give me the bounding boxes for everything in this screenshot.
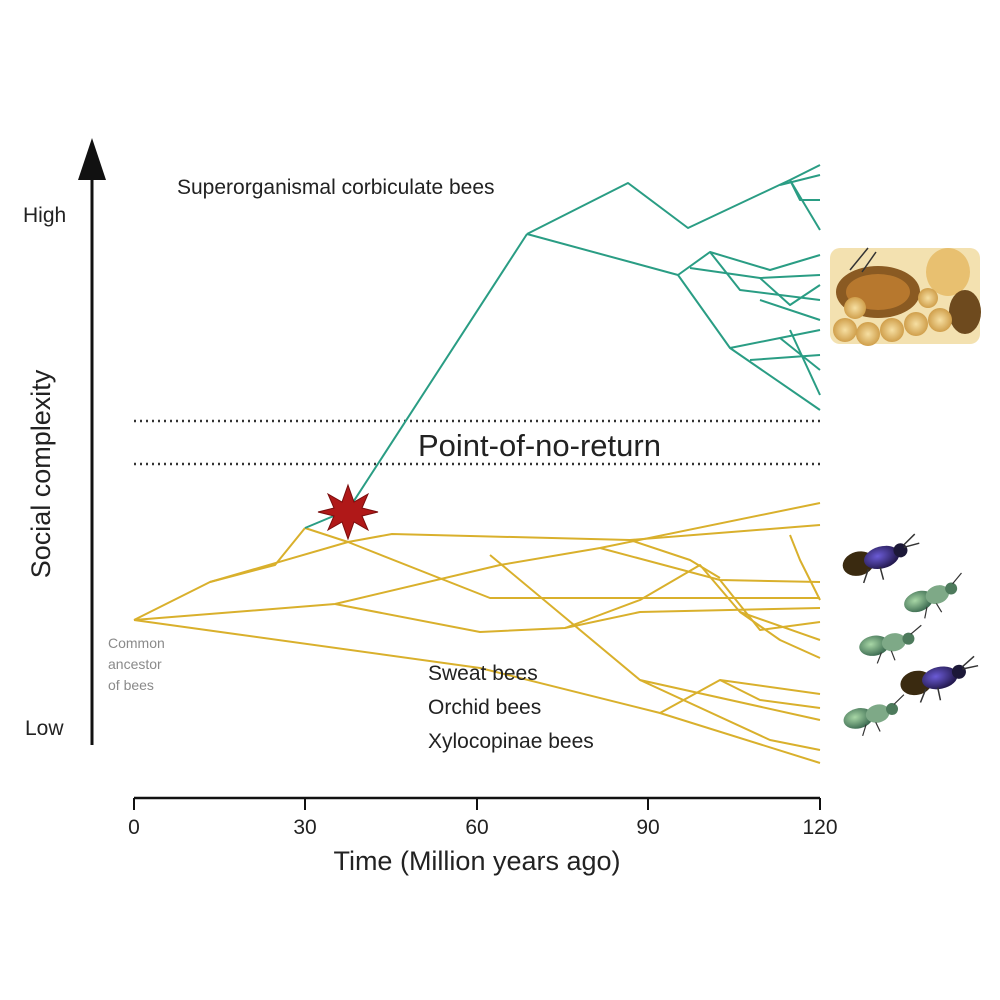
y-axis-low-label: Low <box>25 717 64 740</box>
starburst-icon <box>317 483 379 541</box>
y-axis: High Low Social complexity <box>23 138 106 745</box>
point-of-no-return-band: Point-of-no-return <box>134 419 820 466</box>
lineage-branch <box>659 679 821 714</box>
lineage-branch <box>779 174 821 186</box>
top-group-label: Superorganismal corbiculate bees <box>177 176 495 199</box>
ancestor-label-line-2: ancestor <box>108 656 162 672</box>
honeybee-comb-photo <box>830 247 981 346</box>
y-axis-title: Social complexity <box>26 369 56 578</box>
lineage-branch <box>133 619 821 764</box>
lineage-branch <box>639 679 821 751</box>
x-tick-label: 120 <box>802 816 837 839</box>
lineage-branch <box>677 251 821 276</box>
lineage-branch <box>209 541 349 583</box>
group-label-orchid-bees: Orchid bees <box>428 696 541 719</box>
lineage-branch <box>789 179 820 201</box>
threshold-label: Point-of-no-return <box>418 428 661 463</box>
lineage-branch <box>759 299 821 321</box>
lineage-branch <box>526 164 821 235</box>
green-bee-icon <box>843 694 905 737</box>
x-tick-label: 90 <box>636 816 659 839</box>
low-complexity-lineages <box>133 502 821 764</box>
lineage-branch <box>304 524 821 543</box>
group-label-sweat-bees: Sweat bees <box>428 662 538 685</box>
lineage-branch <box>564 564 821 641</box>
y-axis-arrowhead <box>78 138 106 180</box>
lineage-branch <box>133 527 306 621</box>
y-axis-high-label: High <box>23 204 66 227</box>
lineage-branch <box>719 579 821 631</box>
lineage-branch <box>347 541 820 599</box>
lineage-branch <box>629 539 721 579</box>
x-tick-label: 60 <box>465 816 488 839</box>
lineage-branch <box>709 251 821 301</box>
lineage-branch <box>759 277 821 306</box>
lineage-branch <box>789 534 821 601</box>
lineage-branch <box>729 329 821 349</box>
x-tick-label: 0 <box>128 816 140 839</box>
lineage-branch <box>689 267 821 279</box>
green-bee-icon <box>904 572 962 619</box>
lineage-branch <box>749 354 821 361</box>
lineage-branch <box>304 233 528 529</box>
lineage-branch <box>789 329 821 396</box>
x-axis: 0 30 60 90 120 Time (Million years ago) <box>128 796 838 876</box>
ancestor-label-line-1: Common <box>108 635 165 651</box>
green-bee-icon <box>859 624 922 664</box>
ancestor-label-line-3: of bees <box>108 677 154 693</box>
lineage-branch <box>739 611 821 659</box>
lineage-branch <box>719 679 821 709</box>
x-axis-title: Time (Million years ago) <box>333 846 620 876</box>
x-tick-label: 30 <box>293 816 316 839</box>
purple-bee-icon <box>842 533 920 584</box>
lineage-branch <box>526 233 821 411</box>
group-label-xylocopinae-bees: Xylocopinae bees <box>428 730 594 753</box>
high-complexity-lineages <box>304 164 821 529</box>
lineage-branch <box>133 502 821 621</box>
purple-bee-icon <box>900 655 979 703</box>
